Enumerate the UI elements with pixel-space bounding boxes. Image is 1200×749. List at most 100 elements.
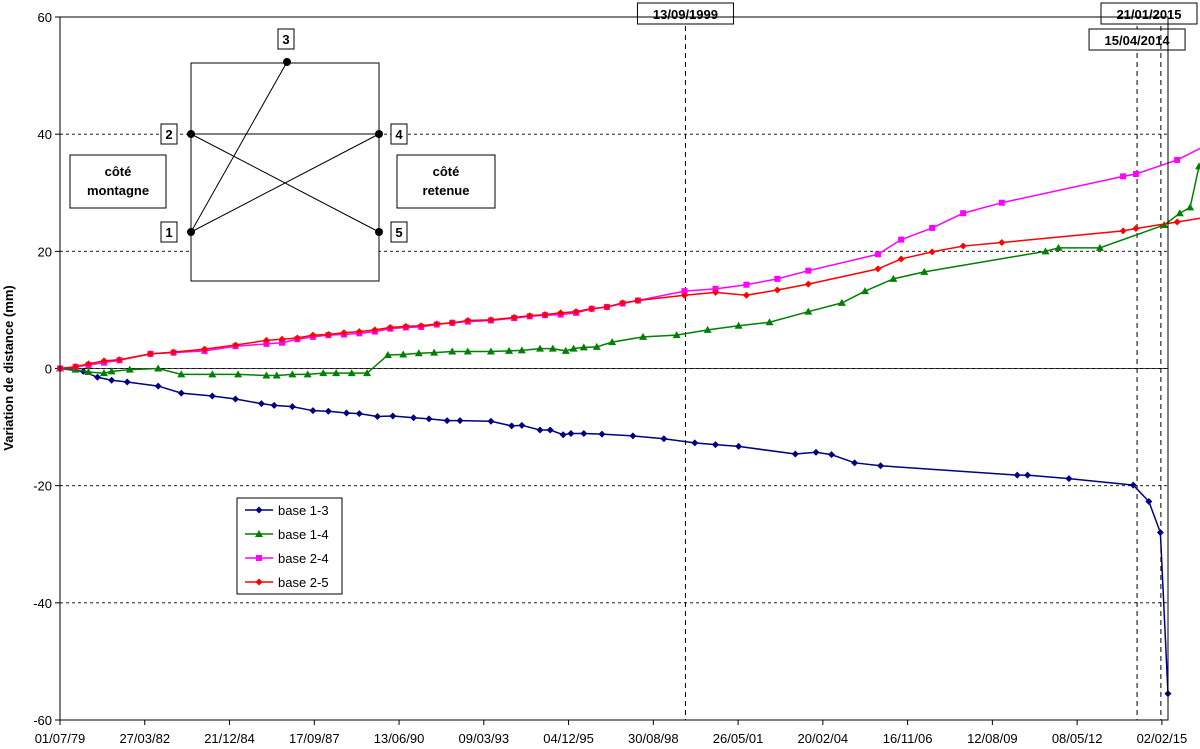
- data-point: [897, 255, 905, 263]
- point-label-3: 3: [282, 32, 289, 47]
- series-group: [56, 147, 1200, 698]
- data-point: [1156, 529, 1164, 537]
- data-point: [1132, 224, 1140, 232]
- data-point: [548, 344, 557, 352]
- data-point: [448, 347, 457, 355]
- data-point: [877, 462, 885, 470]
- data-point: [998, 199, 1005, 206]
- data-point: [355, 410, 363, 418]
- data-point: [804, 280, 812, 288]
- x-tick-label: 16/11/06: [883, 731, 933, 746]
- data-point: [169, 348, 177, 356]
- data-point: [201, 345, 209, 353]
- left-side-label-1: côté: [105, 164, 132, 179]
- data-point: [373, 413, 381, 421]
- data-point: [874, 251, 881, 258]
- data-point: [1065, 475, 1073, 483]
- point-2-marker: [187, 130, 195, 138]
- series-base-2-5: [56, 217, 1200, 372]
- data-point: [541, 311, 549, 319]
- point-1-marker: [187, 228, 195, 236]
- data-point: [399, 350, 408, 358]
- data-point: [765, 318, 774, 326]
- data-point: [742, 291, 750, 299]
- data-point: [288, 370, 297, 378]
- data-point: [517, 346, 526, 354]
- data-point: [526, 312, 534, 320]
- data-point: [456, 417, 464, 425]
- data-point: [691, 439, 699, 447]
- data-point: [309, 331, 317, 339]
- x-tick-label: 27/03/82: [119, 731, 170, 746]
- data-point: [177, 389, 185, 397]
- point-label-1: 1: [165, 225, 172, 240]
- x-tick-label: 09/03/93: [459, 731, 510, 746]
- data-point: [448, 319, 456, 327]
- data-point: [340, 329, 348, 337]
- data-point: [603, 303, 611, 311]
- data-point: [518, 421, 526, 429]
- x-tick-label: 08/05/12: [1052, 731, 1103, 746]
- data-point: [557, 309, 565, 317]
- data-point: [774, 275, 781, 282]
- event-label-box: [636, 2, 734, 25]
- x-tick-label: 12/08/09: [967, 731, 1018, 746]
- data-point: [84, 368, 93, 376]
- data-point: [629, 432, 637, 440]
- event-label: 21/01/2015: [1116, 7, 1181, 22]
- series-line: [59, 367, 1169, 694]
- data-point: [569, 344, 578, 352]
- data-point: [567, 430, 575, 438]
- y-tick-label: 40: [38, 127, 52, 142]
- data-point: [598, 430, 606, 438]
- data-point: [1145, 497, 1153, 505]
- left-side-label-2: montagne: [87, 183, 149, 198]
- data-point: [332, 369, 341, 377]
- data-point: [255, 578, 263, 586]
- data-point: [773, 286, 781, 294]
- data-point: [100, 357, 108, 365]
- x-tick-label: 17/09/87: [289, 731, 340, 746]
- data-point: [561, 346, 570, 354]
- data-point: [920, 267, 929, 275]
- data-point: [99, 369, 108, 377]
- data-point: [608, 338, 617, 346]
- x-tick-label: 30/08/98: [628, 731, 679, 746]
- data-point: [827, 451, 835, 459]
- data-point: [278, 339, 285, 346]
- data-point: [324, 331, 332, 339]
- event-label: 15/04/2014: [1105, 33, 1171, 48]
- data-point: [487, 316, 495, 324]
- data-point: [263, 340, 270, 347]
- data-point: [389, 412, 397, 420]
- data-point: [1129, 481, 1137, 489]
- legend-label: base 1-4: [278, 527, 329, 542]
- data-point: [319, 369, 328, 377]
- data-point: [639, 332, 648, 340]
- y-tick-label: -60: [33, 713, 52, 728]
- x-tick-label: 20/02/04: [798, 731, 849, 746]
- data-point: [487, 417, 495, 425]
- x-tick-label: 04/12/95: [543, 731, 594, 746]
- y-axis-title: Variation de distance (mm): [1, 285, 16, 450]
- data-point: [860, 287, 869, 295]
- data-point: [414, 349, 423, 357]
- data-point: [386, 323, 394, 331]
- data-point: [960, 210, 967, 217]
- legend-label: base 2-5: [278, 575, 329, 590]
- data-point: [660, 435, 668, 443]
- series-base-1-3: [56, 365, 1172, 698]
- data-point: [115, 356, 123, 364]
- data-point: [342, 409, 350, 417]
- data-point: [430, 348, 439, 356]
- data-point: [371, 326, 379, 334]
- data-point: [711, 441, 719, 449]
- data-point: [1195, 162, 1200, 170]
- data-point: [804, 307, 813, 315]
- data-point: [703, 325, 712, 333]
- data-point: [928, 248, 936, 256]
- data-point: [812, 448, 820, 456]
- data-point: [270, 401, 278, 409]
- data-point: [1095, 243, 1104, 251]
